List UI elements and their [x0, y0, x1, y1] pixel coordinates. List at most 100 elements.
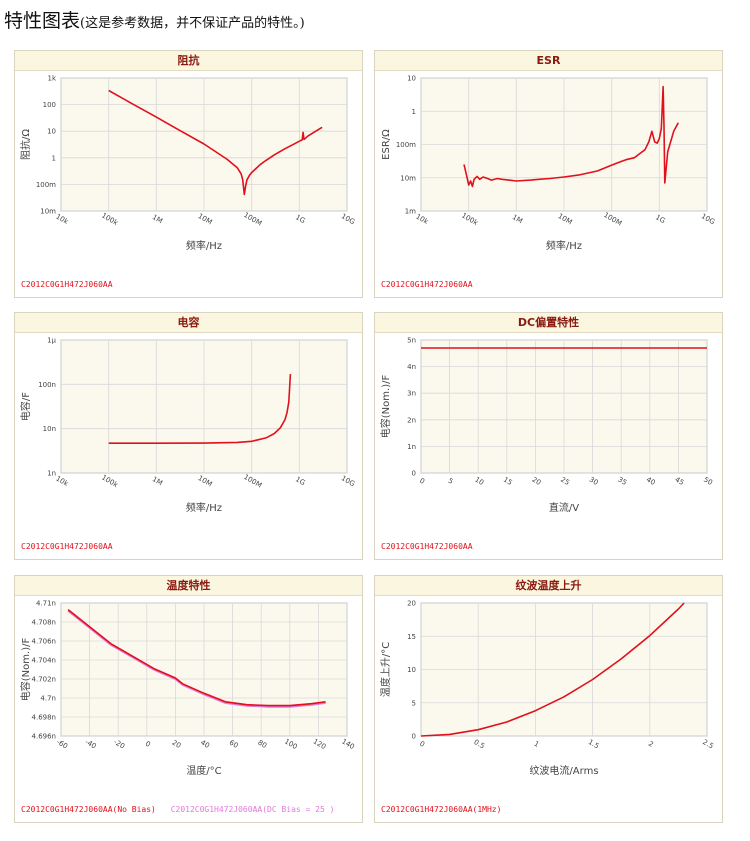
- ripple-temperature-chart-panel: 纹波温度上升 0 0.5 1 1.5 2 2.5 0 5 10 15 20 纹波电流/Arms 温度上升…: [374, 575, 723, 823]
- x-tick-label: 10M: [557, 212, 574, 226]
- x-tick-label: 15: [502, 476, 514, 487]
- y-tick-label: 4.71n: [36, 600, 56, 608]
- page-subtitle: (这是参考数据，并不保证产品的特性。): [80, 16, 305, 31]
- y-axis-label: 电容/F: [19, 392, 32, 421]
- y-tick-label: 100m: [396, 141, 416, 149]
- y-axis-label: 电容(Nom.)/F: [19, 638, 32, 702]
- y-tick-label: 20: [407, 600, 416, 608]
- x-tick-label: 20: [171, 739, 183, 750]
- y-tick-label: 1k: [47, 75, 56, 83]
- x-tick-label: 100: [283, 737, 299, 751]
- x-tick-label: 1G: [294, 475, 307, 487]
- y-tick-label: 0: [412, 733, 416, 741]
- y-tick-label: 10: [47, 128, 56, 136]
- x-tick-label: 100k: [100, 473, 120, 489]
- y-tick-label: 4n: [407, 363, 416, 371]
- chart-title: 电容: [15, 313, 362, 333]
- chart-legend: C2012C0G1H472J060AA: [381, 542, 483, 551]
- x-tick-label: 1M: [151, 475, 164, 487]
- dc-bias-chart: 0 5 10 15 20 25 30 35 40 45 50 0 1n 2n 3n 4n 5n 直流/V 电容(No…: [379, 337, 714, 515]
- y-tick-label: 4.706n: [32, 638, 56, 646]
- chart-title: ESR: [375, 51, 722, 71]
- chart-title: 温度特性: [15, 576, 362, 596]
- x-tick-label: 20: [531, 476, 543, 487]
- x-tick-label: 0: [418, 477, 426, 486]
- x-tick-label: 1G: [294, 213, 307, 225]
- x-tick-label: 25: [559, 476, 571, 487]
- x-tick-label: -20: [112, 738, 126, 751]
- x-tick-label: 2: [647, 740, 655, 749]
- y-tick-label: 0: [412, 470, 416, 478]
- x-tick-label: 1: [532, 740, 540, 749]
- esr-chart: 10k 100k 1M 10M 100M 1G 10G 1m 10m 100m 1 10 频率/Hz ES…: [381, 75, 716, 253]
- x-axis-label: 频率/Hz: [186, 501, 222, 514]
- x-tick-label: 30: [588, 476, 600, 487]
- y-tick-label: 1μ: [47, 337, 56, 345]
- y-tick-label: 4.7n: [40, 695, 56, 703]
- chart-legend: C2012C0G1H472J060AA: [381, 280, 483, 289]
- x-tick-label: 50: [702, 476, 714, 487]
- x-tick-label: -60: [55, 738, 69, 751]
- page-title: 特性图表(这是参考数据，并不保证产品的特性。): [4, 6, 305, 33]
- y-tick-label: 3n: [407, 390, 416, 398]
- legend-entry: C2012C0G1H472J060AA(1MHz): [381, 805, 502, 814]
- y-tick-label: 1m: [405, 208, 416, 216]
- y-tick-label: 5: [412, 699, 416, 707]
- y-axis-label: 电容(Nom.)/F: [379, 375, 392, 439]
- x-tick-label: 120: [312, 737, 328, 751]
- x-axis-label: 纹波电流/Arms: [529, 764, 598, 777]
- x-tick-label: 100k: [100, 211, 120, 227]
- y-tick-label: 1n: [47, 470, 56, 478]
- legend-entry: C2012C0G1H472J060AA(DC Bias = 25 ): [170, 805, 335, 814]
- y-tick-label: 4.696n: [32, 733, 56, 741]
- chart-legend: C2012C0G1H472J060AA(1MHz): [381, 805, 511, 814]
- x-axis-label: 频率/Hz: [546, 239, 582, 252]
- capacitance-chart: 10k 100k 1M 10M 100M 1G 10G 1n 10n 100n 1μ 频率/Hz 电容/…: [19, 337, 356, 515]
- series-line: [67, 609, 326, 708]
- x-tick-label: 2.5: [701, 738, 715, 750]
- y-tick-label: 1n: [407, 443, 416, 451]
- x-tick-label: 10M: [197, 474, 214, 488]
- y-tick-label: 4.708n: [32, 619, 56, 627]
- y-tick-label: 100: [43, 101, 56, 109]
- x-tick-label: 140: [340, 737, 356, 751]
- x-tick-label: 10k: [54, 213, 70, 227]
- y-axis-label: ESR/Ω: [381, 129, 392, 160]
- x-tick-label: 1M: [511, 213, 524, 225]
- y-tick-label: 10m: [40, 208, 56, 216]
- y-tick-label: 2n: [407, 416, 416, 424]
- y-tick-label: 10: [407, 75, 416, 83]
- x-tick-label: 40: [199, 739, 211, 750]
- y-tick-label: 100m: [36, 181, 56, 189]
- x-tick-label: 10G: [340, 474, 356, 488]
- x-tick-label: 100M: [242, 211, 263, 228]
- y-tick-label: 5n: [407, 337, 416, 345]
- x-tick-label: 10k: [54, 475, 70, 489]
- x-tick-label: -40: [84, 738, 98, 751]
- x-tick-label: 100M: [602, 211, 623, 228]
- x-axis-label: 频率/Hz: [186, 239, 222, 252]
- x-axis-label: 直流/V: [549, 501, 579, 514]
- y-tick-label: 10: [407, 666, 416, 674]
- series-line: [420, 602, 685, 737]
- chart-legend: C2012C0G1H472J060AA: [21, 542, 123, 551]
- y-axis-label: 温度上升/°C: [379, 642, 392, 697]
- series-line: [108, 89, 323, 196]
- series-line: [67, 608, 326, 707]
- legend-entry: C2012C0G1H472J060AA: [381, 542, 473, 551]
- esr-chart-panel: ESR 10k 100k 1M 10M 100M 1G 10G 1m 10m 100m 1 10 频率/…: [374, 50, 723, 298]
- x-tick-label: 10G: [700, 212, 716, 226]
- legend-entry: C2012C0G1H472J060AA: [21, 542, 113, 551]
- x-tick-label: 45: [674, 476, 686, 487]
- impedance-chart-panel: 阻抗 10k 100k 1M 10M 100M 1G 10G 10m 100m 1 10 100 1k 频…: [14, 50, 363, 298]
- x-tick-label: 100k: [460, 211, 480, 227]
- x-tick-label: 10M: [197, 212, 214, 226]
- chart-title: 阻抗: [15, 51, 362, 71]
- legend-entry: C2012C0G1H472J060AA: [381, 280, 473, 289]
- x-tick-label: 10: [473, 476, 485, 487]
- y-axis-label: 阻抗/Ω: [19, 129, 32, 160]
- y-tick-label: 4.698n: [32, 714, 56, 722]
- series-line: [108, 374, 292, 444]
- x-tick-label: 100M: [242, 473, 263, 490]
- x-tick-label: 0: [418, 740, 426, 749]
